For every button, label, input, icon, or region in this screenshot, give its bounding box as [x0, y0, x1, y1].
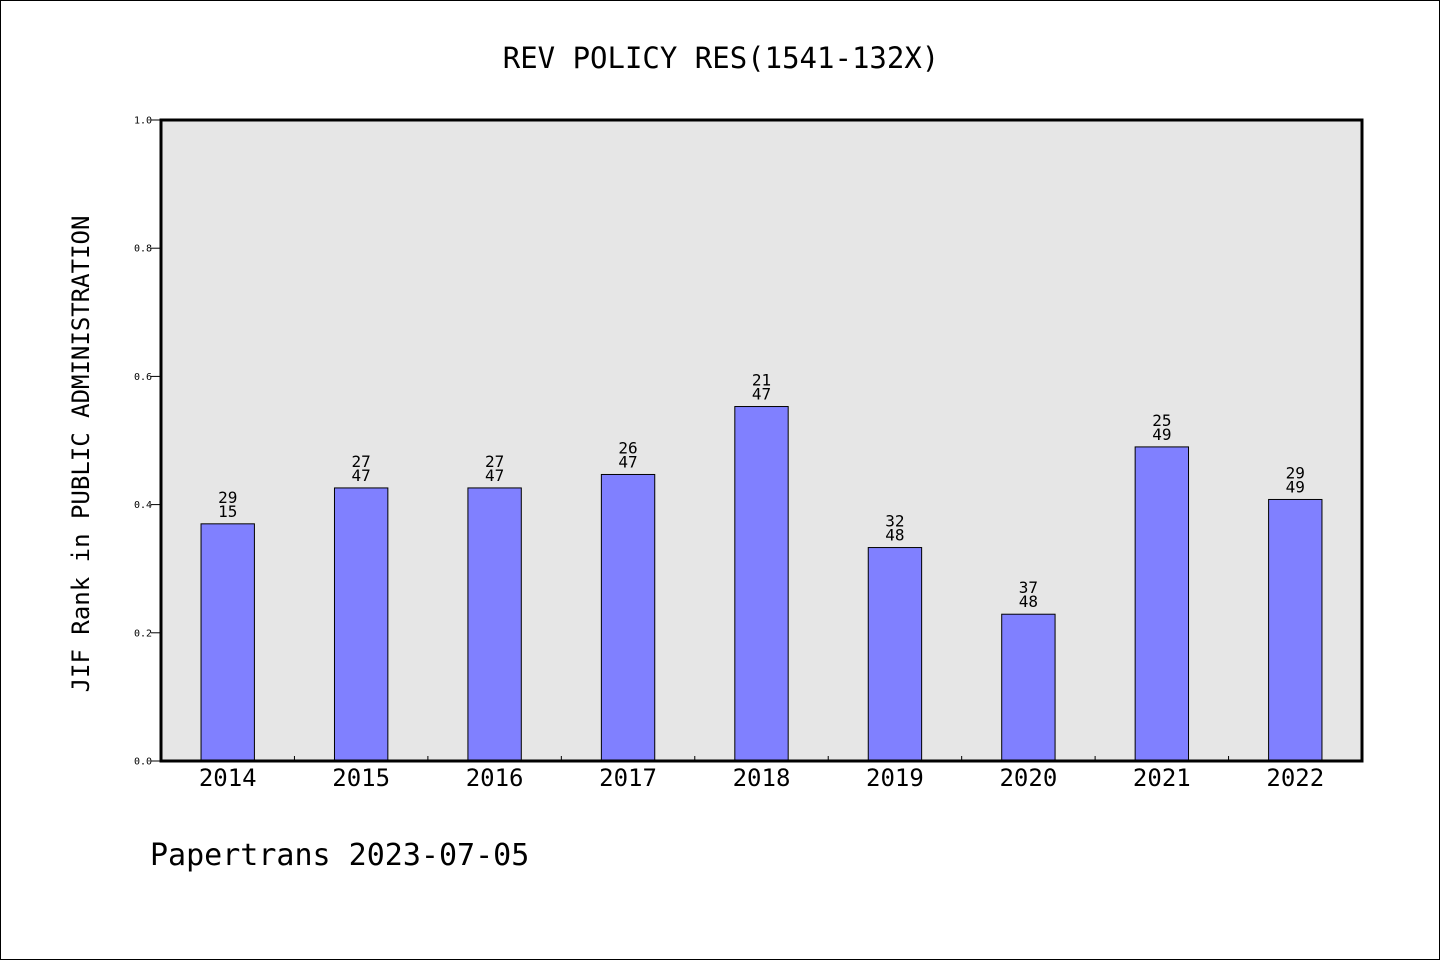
- data-label-bottom-2021: 49: [1152, 425, 1171, 444]
- data-label-bottom-2018: 47: [752, 385, 771, 404]
- bars-group: [200, 406, 1323, 762]
- data-label-top-2018: 21: [752, 371, 771, 390]
- chart-title: REV POLICY RES(1541-132X): [503, 41, 940, 75]
- y-axis-label: JIF Rank in PUBLIC ADMINISTRATION: [67, 216, 95, 693]
- y-tick-label-0.6: 0.6: [134, 372, 152, 383]
- x-axis: 2014 2015 2016 2017 2018 2019 2020 2021 2022: [199, 756, 1324, 792]
- y-tick-label-0.4: 0.4: [134, 500, 152, 511]
- bar-2017: [600, 473, 656, 762]
- footer-text: Papertrans 2023-07-05: [150, 838, 529, 873]
- data-label-top-2022: 29: [1286, 463, 1305, 482]
- data-label-bottom-2019: 48: [885, 526, 904, 545]
- data-label-top-2014: 29: [218, 488, 237, 507]
- x-tick-label-2016: 2016: [466, 764, 524, 792]
- x-tick-label-2015: 2015: [332, 764, 390, 792]
- x-tick-label-2014: 2014: [199, 764, 257, 792]
- x-tick-label-2022: 2022: [1266, 764, 1324, 792]
- data-label-bottom-2015: 47: [352, 466, 371, 485]
- bar-2018: [734, 406, 789, 762]
- data-label-bottom-2020: 48: [1019, 592, 1038, 611]
- bar-2021: [1134, 446, 1190, 762]
- y-axis: 0.0 0.2 0.4 0.6 0.8 1.0: [134, 116, 161, 768]
- data-label-top-2016: 27: [485, 452, 504, 471]
- data-label-top-2020: 37: [1019, 578, 1038, 597]
- data-label-top-2017: 26: [618, 438, 637, 457]
- plot-border: [159, 118, 1364, 763]
- bar-2020: [1001, 613, 1056, 762]
- x-tick-label-2018: 2018: [733, 764, 791, 792]
- data-label-bottom-2017: 47: [618, 452, 637, 471]
- y-tick-label-0.2: 0.2: [134, 628, 152, 639]
- x-tick-label-2017: 2017: [599, 764, 657, 792]
- data-label-top-2019: 32: [885, 512, 904, 531]
- y-tick-label-0.8: 0.8: [134, 244, 152, 255]
- data-label-bottom-2022: 49: [1286, 477, 1305, 496]
- x-tick-label-2020: 2020: [999, 764, 1057, 792]
- data-label-bottom-2014: 15: [218, 502, 237, 521]
- bar-2019: [867, 547, 923, 762]
- data-label-top-2015: 27: [352, 452, 371, 471]
- y-tick-label-0.0: 0.0: [134, 757, 152, 768]
- bar-2022: [1268, 498, 1323, 762]
- bar-2014: [200, 523, 255, 762]
- data-label-top-2021: 25: [1152, 411, 1171, 430]
- x-tick-label-2019: 2019: [866, 764, 924, 792]
- y-tick-label-1.0: 1.0: [134, 116, 152, 127]
- data-label-bottom-2016: 47: [485, 466, 504, 485]
- x-tick-label-2021: 2021: [1133, 764, 1191, 792]
- bar-2016: [467, 487, 522, 762]
- bar-2015: [333, 487, 389, 762]
